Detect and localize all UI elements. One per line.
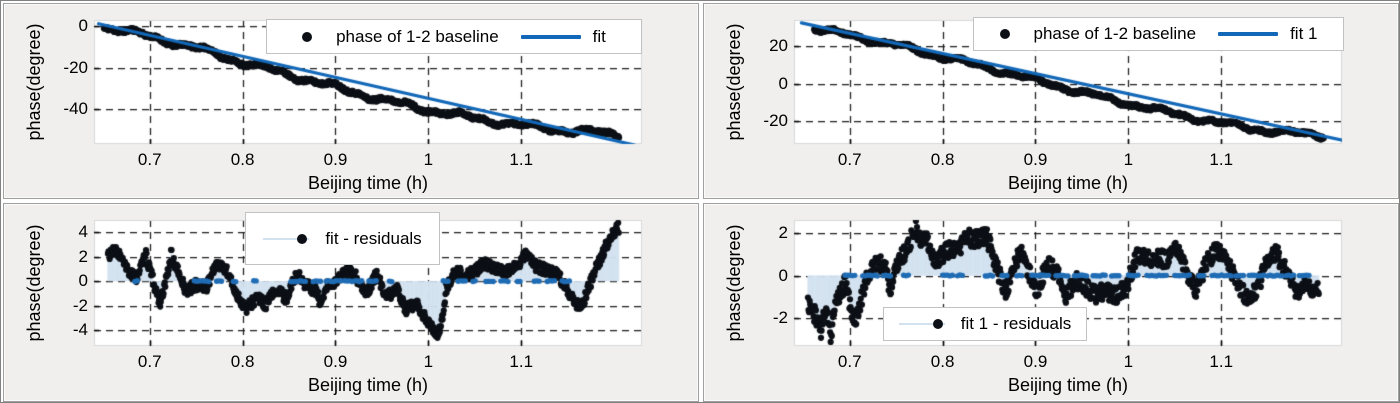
x-tick-label: 0.7	[837, 352, 862, 371]
legend-label: phase of 1-2 baseline	[1033, 24, 1197, 43]
y-tick-label: -2	[72, 295, 88, 315]
x-tick-label: 0.8	[230, 150, 255, 169]
legend-marker-stem-icon	[898, 318, 945, 330]
legend-label: fit 1 - residuals	[960, 314, 1072, 333]
y-tick-label: 0	[778, 73, 788, 93]
x-tick-label: 1.1	[1209, 352, 1234, 371]
y-tick-label: 4	[78, 222, 88, 242]
legend-top-left: phase of 1-2 baseline fit	[266, 19, 642, 54]
x-tick-label: 1.1	[1209, 150, 1234, 169]
panel-bottom-right: 0.7 0.8 0.9 1 1.1 2 0 -2 Beijing time (h) phase(d…	[703, 203, 1399, 402]
y-axis-label: phase(degree)	[24, 23, 44, 141]
x-tick-label: 1.1	[509, 352, 534, 371]
x-tick-label: 1	[423, 150, 434, 169]
legend-bottom-left: fit - residuals	[245, 212, 440, 265]
y-tick-label: 2	[778, 222, 788, 242]
x-tick-label: 0.7	[837, 150, 862, 169]
plot-canvas-bottom-right	[704, 204, 1399, 402]
legend-label: fit - residuals	[325, 228, 422, 248]
x-tick-label: 0.9	[323, 150, 348, 169]
panel-bottom-left: 0.7 0.8 0.9 1 1.1 4 2 0 -2 -4 Beijing time (h) phas…	[3, 203, 700, 402]
x-tick-label: 0.9	[323, 352, 348, 371]
legend-top-right: phase of 1-2 baseline fit 1	[973, 17, 1344, 51]
x-tick-label: 1	[1123, 150, 1134, 169]
y-tick-label: 0	[78, 271, 88, 291]
y-tick-label: 20	[769, 36, 788, 56]
legend-label: phase of 1-2 baseline	[336, 26, 499, 46]
x-tick-label: 0.9	[1023, 352, 1048, 371]
legend-label: fit 1	[1290, 24, 1318, 43]
legend-marker-dot-icon	[302, 31, 313, 42]
x-tick-label: 0.8	[930, 352, 955, 371]
x-tick-label: 1	[1123, 352, 1134, 371]
y-tick-label: -40	[63, 98, 88, 118]
panel-top-right: 0.7 0.8 0.9 1 1.1 20 0 -20 Beijing time (h) phase…	[703, 3, 1399, 200]
x-tick-label: 0.8	[230, 352, 255, 371]
legend-bottom-right: fit 1 - residuals	[883, 307, 1087, 341]
x-tick-label: 0.8	[930, 150, 955, 169]
legend-marker-dot-icon	[999, 29, 1010, 39]
x-tick-label: 1.1	[509, 150, 534, 169]
panel-top-left: 0.7 0.8 0.9 1 1.1 0 -20 -40 Beijing time (h) phas…	[3, 3, 700, 200]
x-axis-label: Beijing time (h)	[1007, 375, 1129, 395]
x-axis-label: Beijing time (h)	[307, 375, 429, 395]
legend-marker-line-icon	[520, 34, 581, 39]
y-tick-label: -20	[63, 57, 88, 77]
x-tick-label: 1	[423, 352, 434, 371]
y-tick-label: -20	[763, 111, 788, 131]
legend-marker-line-icon	[1218, 32, 1279, 36]
legend-marker-stem-icon	[263, 233, 310, 245]
y-tick-label: -2	[772, 308, 788, 328]
y-tick-label: 0	[778, 265, 788, 285]
y-tick-label: 2	[78, 246, 88, 266]
x-tick-label: 0.7	[137, 150, 162, 169]
y-tick-label: 0	[78, 16, 88, 36]
legend-label: fit	[592, 26, 606, 46]
x-tick-label: 0.9	[1023, 150, 1048, 169]
x-tick-label: 0.7	[137, 352, 162, 371]
x-axis-label: Beijing time (h)	[1007, 173, 1129, 193]
y-axis-label: phase(degree)	[24, 224, 44, 342]
y-axis-label: phase(degree)	[724, 224, 744, 342]
y-tick-label: -4	[72, 320, 88, 340]
x-axis-label: Beijing time (h)	[307, 173, 429, 193]
y-axis-label: phase(degree)	[724, 23, 744, 141]
